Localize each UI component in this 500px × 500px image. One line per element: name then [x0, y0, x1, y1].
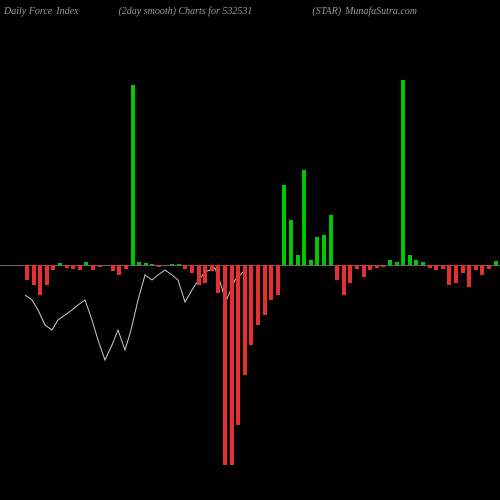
- bar: [276, 265, 280, 295]
- title-part2: Index: [56, 6, 78, 17]
- bar: [190, 265, 194, 273]
- bar: [282, 185, 286, 265]
- bar: [414, 260, 418, 265]
- bar: [269, 265, 273, 300]
- bar: [111, 265, 115, 271]
- bar: [480, 265, 484, 275]
- price-line: [25, 268, 243, 360]
- bar: [289, 220, 293, 265]
- overlay-line: [0, 20, 500, 500]
- bar: [45, 265, 49, 285]
- bar: [58, 263, 62, 265]
- bar: [441, 265, 445, 269]
- title-part1: Daily Force: [4, 6, 52, 17]
- bar: [78, 265, 82, 270]
- bar: [256, 265, 260, 325]
- bar: [355, 265, 359, 269]
- bar: [131, 85, 135, 265]
- bar: [84, 262, 88, 265]
- bar: [157, 265, 161, 267]
- bar: [150, 264, 154, 265]
- force-index-chart: [0, 20, 500, 500]
- bar: [408, 255, 412, 265]
- bar: [395, 262, 399, 265]
- bar: [170, 264, 174, 265]
- bar: [302, 170, 306, 265]
- bar: [375, 265, 379, 268]
- bar: [51, 265, 55, 270]
- bar: [454, 265, 458, 283]
- bar: [434, 265, 438, 270]
- bar: [467, 265, 471, 287]
- bar: [401, 80, 405, 265]
- bar: [71, 265, 75, 269]
- bar: [474, 265, 478, 270]
- bar: [428, 265, 432, 268]
- bar: [91, 265, 95, 270]
- bar: [329, 215, 333, 265]
- bar: [342, 265, 346, 295]
- bar: [348, 265, 352, 283]
- bar: [368, 265, 372, 270]
- bar: [249, 265, 253, 345]
- bar: [38, 265, 42, 295]
- bar: [296, 255, 300, 265]
- bar: [230, 265, 234, 465]
- bar: [117, 265, 121, 275]
- bar: [65, 265, 69, 268]
- bar: [447, 265, 451, 285]
- subtitle: (2day smooth) Charts for 532531: [118, 6, 252, 17]
- bar: [315, 237, 319, 265]
- bar: [335, 265, 339, 280]
- bar: [223, 265, 227, 465]
- bar: [388, 260, 392, 265]
- bar: [177, 264, 181, 265]
- bar: [494, 261, 498, 265]
- bar: [197, 265, 201, 285]
- bar: [32, 265, 36, 285]
- bar: [216, 265, 220, 293]
- bar: [203, 265, 207, 283]
- bar: [309, 260, 313, 265]
- bar: [322, 235, 326, 265]
- bar: [421, 262, 425, 265]
- bar: [362, 265, 366, 277]
- bar: [236, 265, 240, 425]
- bar: [144, 263, 148, 265]
- bar: [381, 265, 385, 267]
- bar: [183, 265, 187, 269]
- bar: [243, 265, 247, 375]
- bar: [487, 265, 491, 269]
- bar: [137, 262, 141, 265]
- bar: [210, 265, 214, 271]
- bar: [98, 265, 102, 267]
- bar: [461, 265, 465, 273]
- source: MunafaSutra.com: [345, 6, 417, 17]
- ticker: (STAR): [312, 6, 341, 17]
- bar: [124, 265, 128, 269]
- bar: [25, 265, 29, 280]
- chart-header: Daily Force Index (2day smooth) Charts f…: [0, 6, 500, 17]
- bar: [263, 265, 267, 315]
